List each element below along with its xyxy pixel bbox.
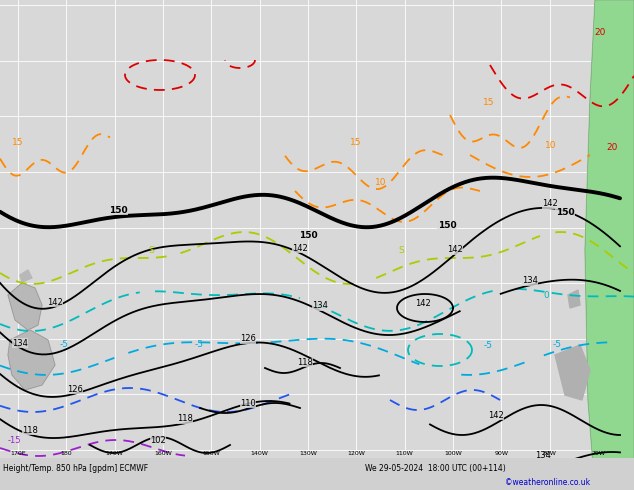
Text: 134: 134 xyxy=(535,451,551,460)
Text: -5: -5 xyxy=(60,340,69,349)
Text: 10: 10 xyxy=(545,141,557,150)
Text: 20: 20 xyxy=(594,28,605,37)
Text: 118: 118 xyxy=(22,426,38,435)
Text: 10: 10 xyxy=(375,178,387,187)
Text: -15: -15 xyxy=(8,436,22,445)
Text: 142: 142 xyxy=(47,298,63,307)
Text: 80W: 80W xyxy=(543,451,557,456)
Text: -5: -5 xyxy=(553,340,562,349)
Text: 15: 15 xyxy=(350,138,361,147)
Polygon shape xyxy=(585,0,634,490)
Text: 110: 110 xyxy=(10,465,26,474)
Text: 118: 118 xyxy=(297,358,313,367)
Text: S: S xyxy=(148,246,154,255)
Text: Height/Temp. 850 hPa [gpdm] ECMWF: Height/Temp. 850 hPa [gpdm] ECMWF xyxy=(3,464,148,472)
Text: 150: 150 xyxy=(108,205,127,215)
Text: 15: 15 xyxy=(12,138,23,147)
Text: S: S xyxy=(398,246,404,255)
Text: 20: 20 xyxy=(606,143,618,152)
Text: 15: 15 xyxy=(483,98,495,107)
Text: 170W: 170W xyxy=(106,451,124,456)
Text: 0: 0 xyxy=(543,291,549,300)
Text: -5: -5 xyxy=(484,341,493,350)
Text: 134: 134 xyxy=(522,276,538,285)
Bar xyxy=(0,458,634,490)
Text: 142: 142 xyxy=(542,199,558,208)
Text: 142: 142 xyxy=(447,245,463,254)
Text: 70W: 70W xyxy=(591,451,605,456)
Text: 140W: 140W xyxy=(250,451,269,456)
Text: 180: 180 xyxy=(60,451,72,456)
Text: 110W: 110W xyxy=(396,451,413,456)
Polygon shape xyxy=(568,290,580,308)
Text: 150: 150 xyxy=(437,220,456,229)
Text: 142: 142 xyxy=(488,411,504,420)
Text: ©weatheronline.co.uk: ©weatheronline.co.uk xyxy=(505,477,590,487)
Text: 100W: 100W xyxy=(444,451,462,456)
Text: 110: 110 xyxy=(240,399,256,408)
Polygon shape xyxy=(20,270,32,282)
Text: 126: 126 xyxy=(240,334,256,343)
Text: 142: 142 xyxy=(292,244,308,253)
Text: We 29-05-2024  18:00 UTC (00+114): We 29-05-2024 18:00 UTC (00+114) xyxy=(365,464,506,472)
Text: 120W: 120W xyxy=(347,451,365,456)
Text: 160W: 160W xyxy=(154,451,172,456)
Text: 110: 110 xyxy=(127,463,143,472)
Text: 150W: 150W xyxy=(202,451,220,456)
Text: 142: 142 xyxy=(415,299,430,308)
Text: 134: 134 xyxy=(12,339,28,348)
Text: 126: 126 xyxy=(67,385,83,394)
Polygon shape xyxy=(8,283,42,330)
Polygon shape xyxy=(8,330,55,390)
Polygon shape xyxy=(555,345,590,400)
Text: 150: 150 xyxy=(299,230,317,240)
Text: 90W: 90W xyxy=(495,451,508,456)
Text: 170E: 170E xyxy=(10,451,26,456)
Text: 134: 134 xyxy=(312,301,328,310)
Text: 118: 118 xyxy=(177,415,193,423)
Text: -5: -5 xyxy=(195,340,204,349)
Text: 102: 102 xyxy=(150,436,166,445)
Text: 150: 150 xyxy=(555,207,574,217)
Text: 130W: 130W xyxy=(299,451,317,456)
